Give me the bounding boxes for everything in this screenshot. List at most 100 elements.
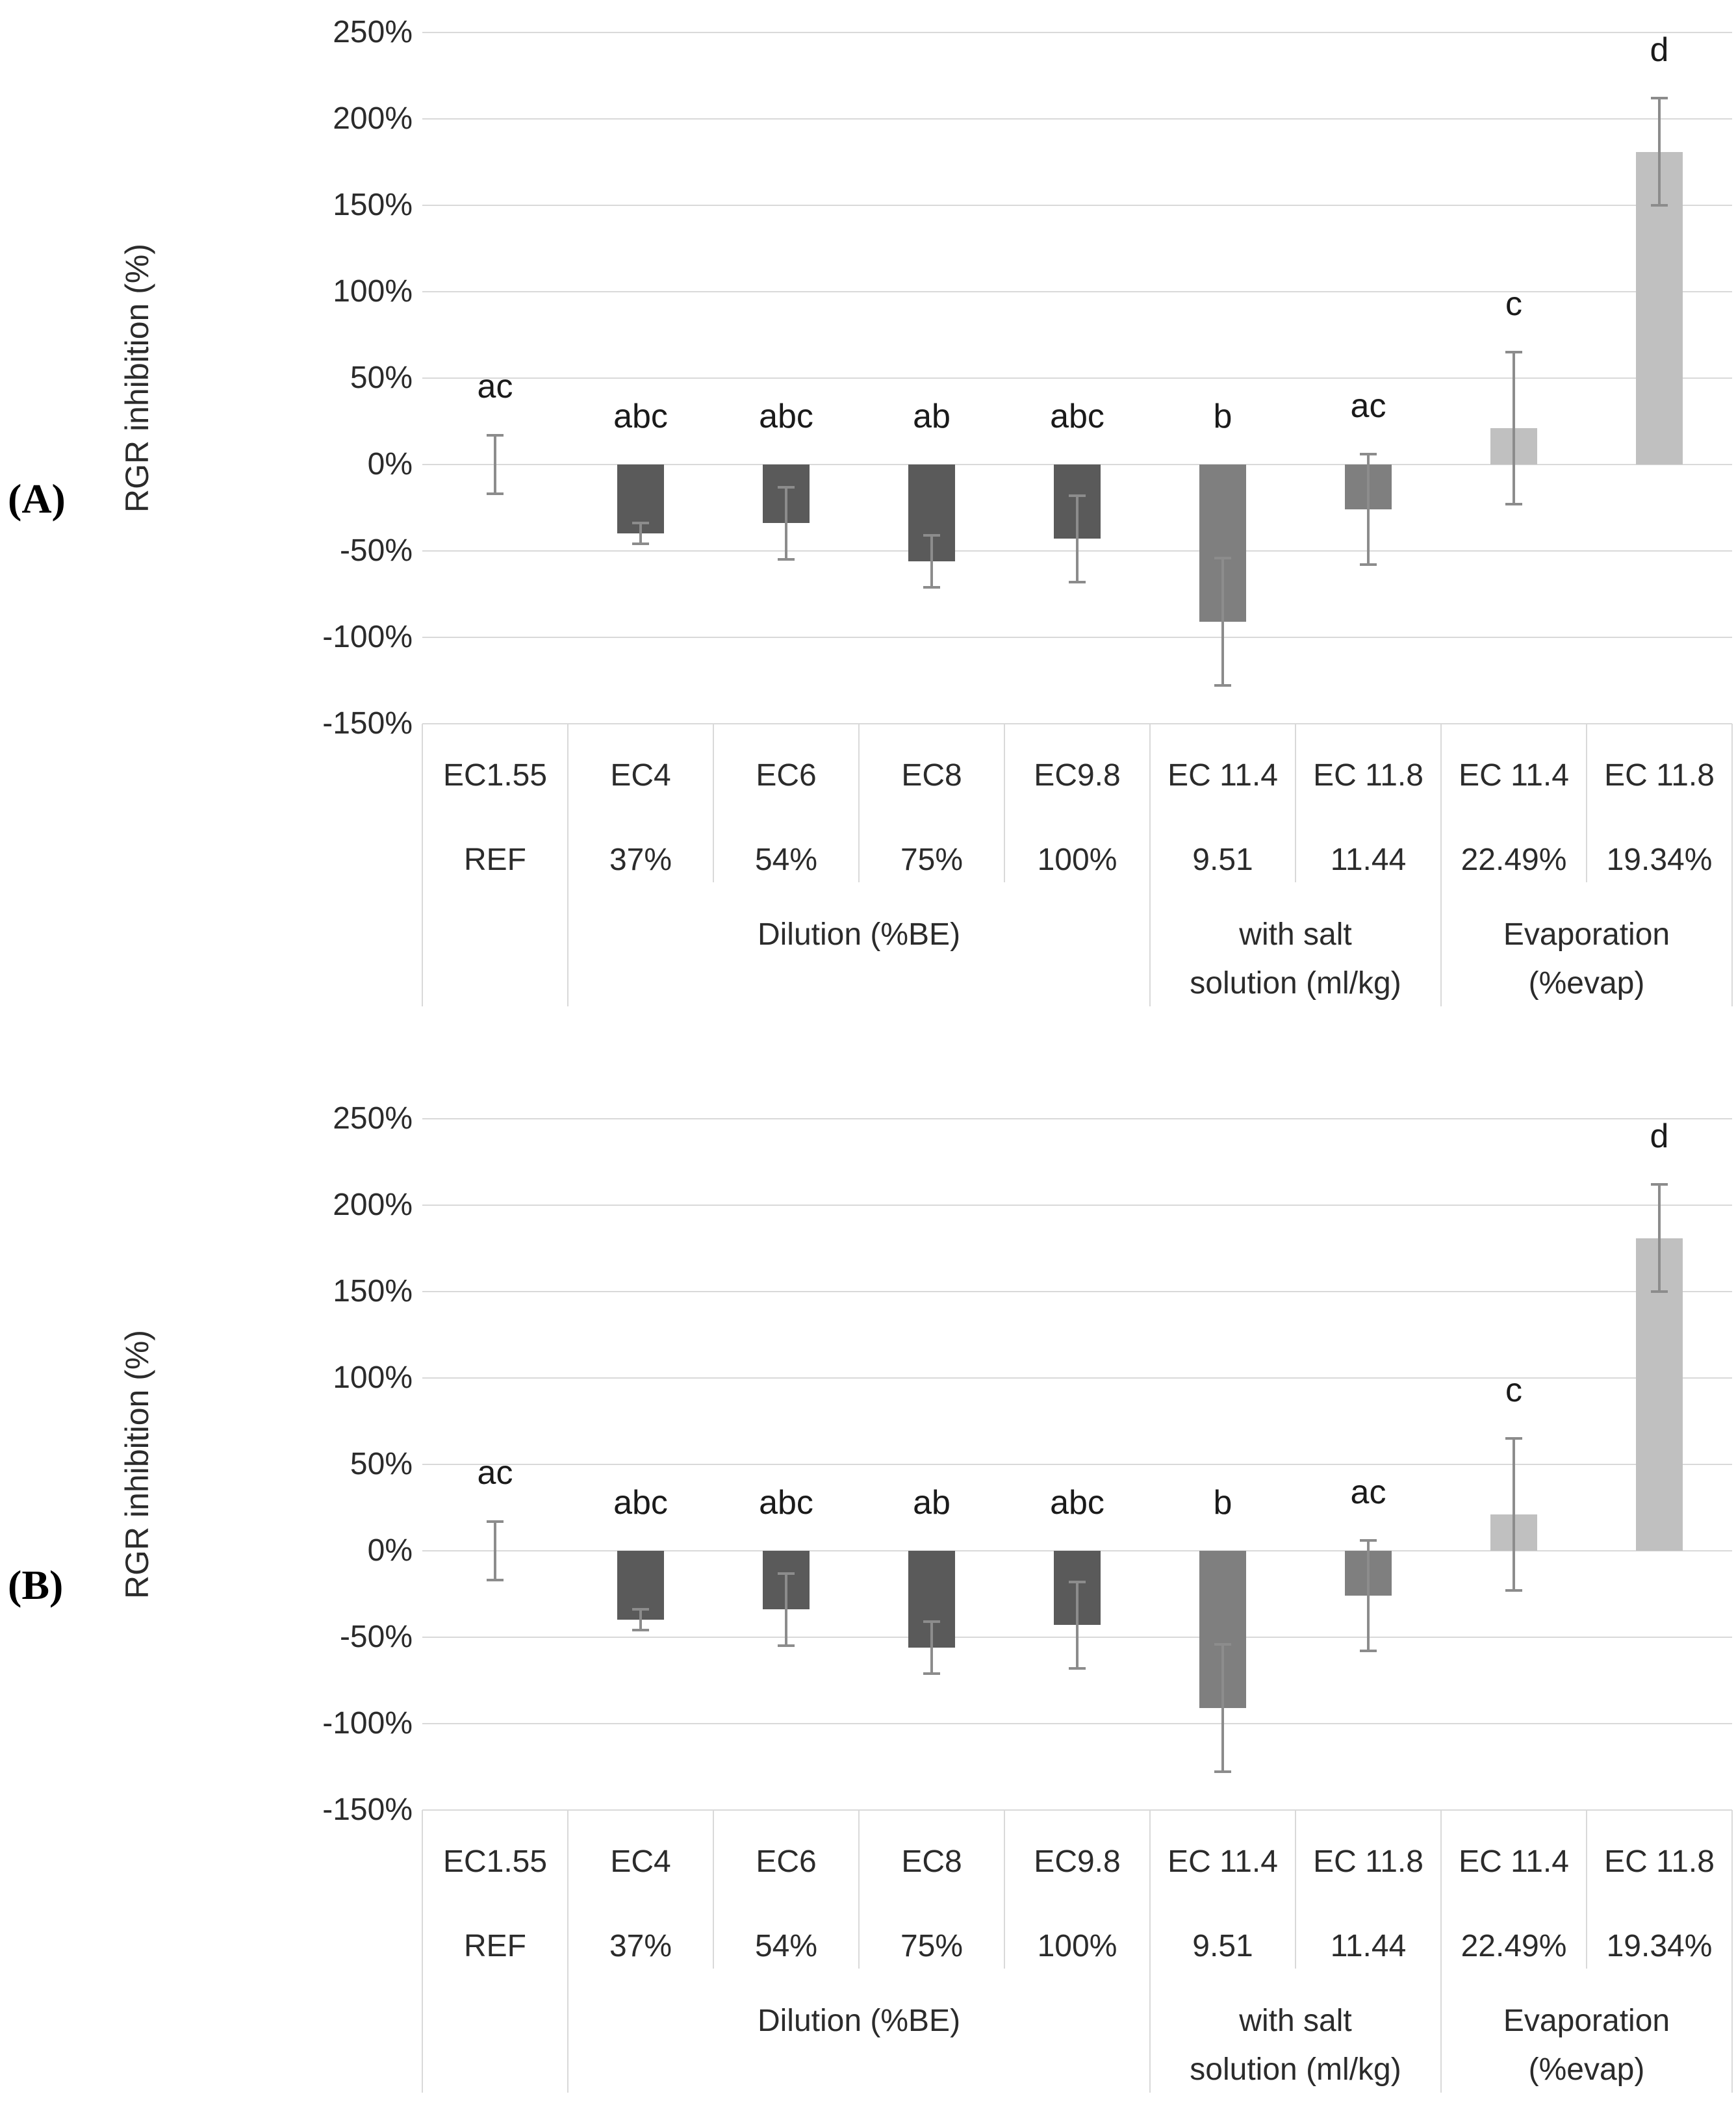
- table-cell-ec-label-a: EC 11.4: [1168, 758, 1278, 793]
- table-column-border-b: [1004, 1810, 1005, 1969]
- significance-letter-b: b: [1213, 1483, 1232, 1522]
- error-bar-top-cap-b: [487, 1520, 504, 1523]
- error-bar-bottom-cap-a: [487, 492, 504, 496]
- table-column-border-b: [422, 1810, 423, 1969]
- table-cell-ec-label-a: EC 11.8: [1313, 758, 1423, 793]
- gridline-a: [422, 291, 1732, 292]
- error-bar-line-a: [1076, 495, 1079, 582]
- error-bar-bottom-cap-a: [1360, 563, 1377, 567]
- y-axis-tick-label-b: -150%: [322, 1793, 413, 1827]
- y-axis-tick-label-b: -100%: [322, 1706, 413, 1741]
- significance-letter-a: ab: [913, 397, 951, 435]
- y-axis-tick-label-a: 200%: [333, 101, 413, 136]
- table-group-label-b: solution (ml/kg): [1190, 2052, 1401, 2087]
- significance-letter-a: ac: [1350, 387, 1386, 425]
- gridline-a: [422, 723, 1732, 724]
- panel-a-label: (A): [8, 476, 66, 522]
- error-bar-line-b: [1367, 1540, 1370, 1652]
- gridline-b: [422, 1809, 1732, 1811]
- table-cell-ec-label-a: EC1.55: [442, 758, 548, 793]
- gridline-b: [422, 1377, 1732, 1379]
- table-group-label-b: (%evap): [1528, 2052, 1645, 2087]
- error-bar-bottom-cap-b: [1505, 1589, 1522, 1592]
- error-bar-bottom-cap-a: [1505, 503, 1522, 506]
- table-cell-ec-label-b: EC 11.4: [1168, 1844, 1278, 1879]
- table-group-label-b: Dilution (%BE): [757, 2004, 961, 2038]
- error-bar-top-cap-a: [1214, 556, 1231, 559]
- error-bar-top-cap-b: [1651, 1183, 1668, 1186]
- table-cell-ec-label-b: EC4: [610, 1844, 671, 1879]
- error-bar-top-cap-b: [923, 1620, 940, 1624]
- table-group-border-a: [567, 882, 568, 1006]
- gridline-b: [422, 1205, 1732, 1206]
- gridline-a: [422, 118, 1732, 120]
- gridline-a: [422, 205, 1732, 206]
- error-bar-top-cap-a: [1360, 453, 1377, 456]
- y-axis-tick-label-a: 0%: [367, 447, 413, 481]
- y-axis-tick-label-a: -100%: [322, 620, 413, 654]
- table-cell-ec-label-b: EC8: [901, 1844, 962, 1879]
- gridline-b: [422, 1464, 1732, 1465]
- significance-letter-a: c: [1505, 285, 1522, 323]
- table-column-border-b: [1440, 1810, 1442, 1969]
- table-column-border-b: [1149, 1810, 1151, 1969]
- table-cell-value-label-a: 37%: [609, 843, 672, 877]
- error-bar-bottom-cap-b: [632, 1629, 649, 1632]
- error-bar-line-a: [1513, 352, 1515, 505]
- gridline-a: [422, 377, 1732, 379]
- table-cell-value-label-b: 100%: [1037, 1929, 1117, 1963]
- table-cell-value-label-b: 22.49%: [1461, 1929, 1567, 1963]
- table-cell-ec-label-a: EC4: [610, 758, 671, 793]
- table-column-border-a: [1440, 724, 1442, 882]
- error-bar-bottom-cap-b: [1069, 1666, 1086, 1670]
- table-cell-ec-label-a: EC6: [756, 758, 817, 793]
- table-group-label-a: Dilution (%BE): [757, 917, 961, 952]
- y-axis-tick-label-a: 50%: [350, 361, 413, 395]
- significance-letter-b: ac: [1350, 1473, 1386, 1511]
- error-bar-line-a: [494, 435, 496, 494]
- table-cell-value-label-b: 75%: [900, 1929, 964, 1963]
- table-column-border-b: [1295, 1810, 1296, 1969]
- gridline-b: [422, 1723, 1732, 1724]
- error-bar-top-cap-a: [1651, 97, 1668, 100]
- y-axis-tick-label-b: 150%: [333, 1274, 413, 1308]
- table-cell-ec-label-a: EC8: [901, 758, 962, 793]
- error-bar-line-b: [494, 1521, 496, 1581]
- table-cell-value-label-a: 19.34%: [1606, 843, 1713, 877]
- table-cell-ec-label-b: EC9.8: [1034, 1844, 1121, 1879]
- error-bar-line-a: [1367, 454, 1370, 565]
- table-group-label-a: Evaporation: [1503, 917, 1670, 952]
- error-bar-line-a: [785, 487, 787, 560]
- table-cell-ec-label-a: EC 11.4: [1459, 758, 1569, 793]
- error-bar-top-cap-a: [1069, 494, 1086, 497]
- table-column-border-b: [1586, 1810, 1587, 1969]
- y-axis-tick-label-b: 50%: [350, 1447, 413, 1481]
- table-cell-value-label-a: 11.44: [1330, 843, 1407, 877]
- table-cell-value-label-a: 9.51: [1192, 843, 1253, 877]
- gridline-b: [422, 1291, 1732, 1292]
- error-bar-bottom-cap-a: [1069, 580, 1086, 583]
- table-group-border-b: [1440, 1969, 1442, 2093]
- table-column-border-b: [567, 1810, 568, 1969]
- table-group-border-a: [422, 882, 423, 1006]
- gridline-a: [422, 32, 1732, 33]
- y-axis-tick-label-a: 150%: [333, 188, 413, 222]
- table-cell-value-label-b: 11.44: [1330, 1929, 1407, 1963]
- table-cell-value-label-a: 22.49%: [1461, 843, 1567, 877]
- panel-b-label: (B): [8, 1562, 64, 1608]
- table-group-label-a: solution (ml/kg): [1190, 966, 1401, 1001]
- error-bar-line-a: [1221, 557, 1224, 686]
- table-column-border-b: [713, 1810, 714, 1969]
- error-bar-line-a: [639, 523, 642, 544]
- significance-letter-b: abc: [759, 1483, 813, 1522]
- error-bar-top-cap-b: [1069, 1580, 1086, 1583]
- error-bar-line-b: [639, 1609, 642, 1631]
- table-column-border-b: [1731, 1810, 1733, 1969]
- error-bar-top-cap-b: [1505, 1437, 1522, 1440]
- y-axis-title-text-b: RGR inhibition (%): [119, 1330, 155, 1600]
- y-axis-tick-label-b: 200%: [333, 1188, 413, 1222]
- y-axis-title-text-a: RGR inhibition (%): [119, 244, 155, 513]
- y-axis-title-a: RGR inhibition (%): [117, 32, 157, 724]
- table-group-label-b: with salt: [1239, 2004, 1352, 2038]
- significance-letter-b: abc: [1050, 1483, 1104, 1522]
